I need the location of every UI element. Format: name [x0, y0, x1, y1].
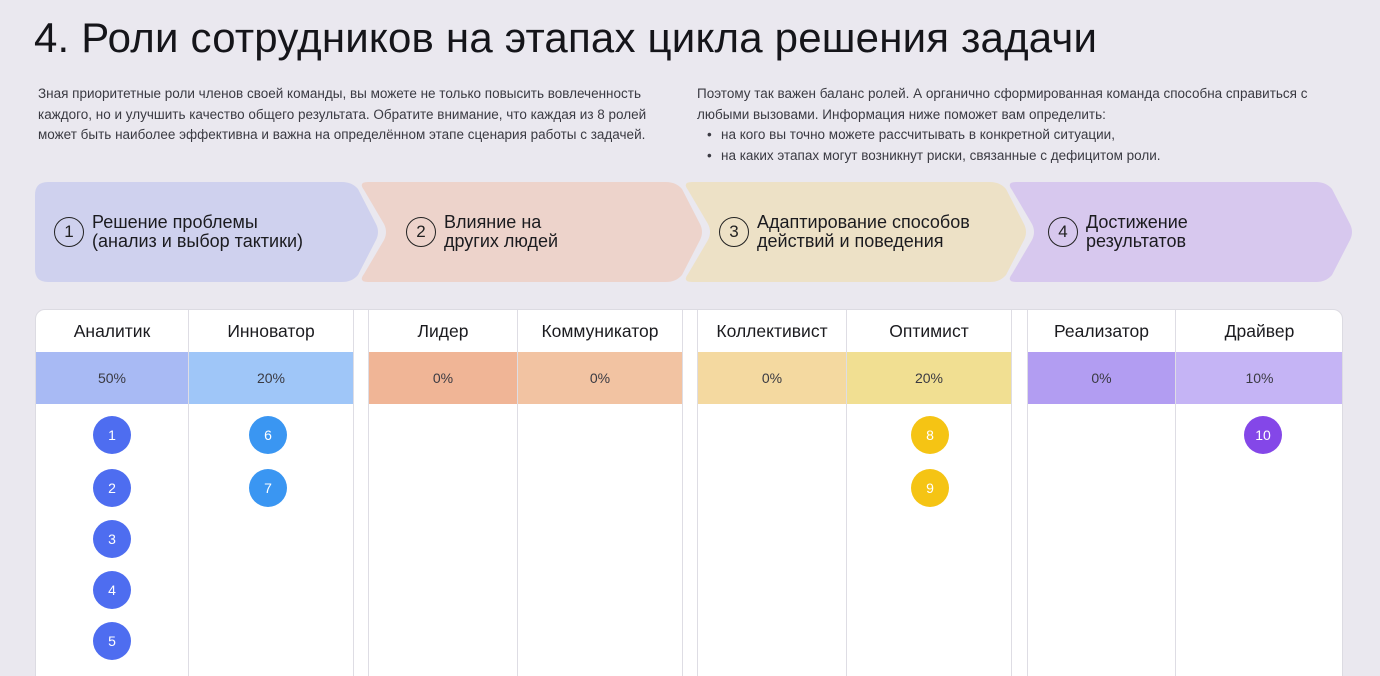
stage-arrow-2 — [361, 182, 702, 282]
stage-number-icon: 4 — [1048, 217, 1078, 247]
role-name: Коммуникатор — [541, 320, 659, 341]
role-percent: 0% — [698, 352, 846, 404]
member-dot: 4 — [93, 571, 131, 609]
stage-4: 4 Достижение результатов — [1048, 182, 1188, 282]
role-percent: 10% — [1176, 352, 1342, 404]
member-dot: 6 — [249, 416, 287, 454]
role-percent: 50% — [36, 352, 188, 404]
stage-number-icon: 2 — [406, 217, 436, 247]
stage-label: Решение проблемы (анализ и выбор тактики… — [92, 212, 304, 251]
role-column-leader: Лидер 0% — [369, 310, 517, 676]
stage-arrow-3 — [685, 182, 1026, 282]
stage-1: 1 Решение проблемы (анализ и выбор такти… — [54, 182, 303, 282]
intro-right-text: Поэтому так важен баланс ролей. А органи… — [697, 86, 1308, 122]
member-dot: 2 — [93, 469, 131, 507]
member-dot: 5 — [93, 622, 131, 660]
role-percent: 20% — [847, 352, 1011, 404]
role-percent: 0% — [369, 352, 517, 404]
stage-number-icon: 1 — [54, 217, 84, 247]
member-dot: 3 — [93, 520, 131, 558]
roles-table: Аналитик 50% Инноватор 20% Лидер 0% Комм… — [35, 309, 1343, 676]
stage-arrows-graphic — [35, 182, 1352, 282]
stage-number-icon: 3 — [719, 217, 749, 247]
member-dot: 8 — [911, 416, 949, 454]
member-dot: 10 — [1244, 416, 1282, 454]
role-name: Оптимист — [889, 320, 969, 341]
role-name: Аналитик — [73, 320, 151, 341]
stage-arrow-1 — [35, 182, 378, 282]
member-dot: 9 — [911, 469, 949, 507]
intro-bullet: на каких этапах могут возникнут риски, с… — [697, 146, 1317, 167]
role-name: Коллективист — [716, 320, 828, 341]
intro-left-text: Зная приоритетные роли членов своей кома… — [38, 86, 647, 142]
role-column-implementer: Реализатор 0% — [1028, 310, 1175, 676]
role-percent: 0% — [518, 352, 682, 404]
page-title: 4. Роли сотрудников на этапах цикла реше… — [34, 14, 1098, 61]
stage-arrows: 1 Решение проблемы (анализ и выбор такти… — [0, 182, 1380, 282]
role-name: Инноватор — [227, 320, 315, 341]
intro-bullet: на кого вы точно можете рассчитывать в к… — [697, 125, 1317, 146]
member-dot: 7 — [249, 469, 287, 507]
role-name: Драйвер — [1224, 320, 1295, 341]
stage-label: Адаптирование способов действий и поведе… — [757, 212, 970, 251]
member-dot: 1 — [93, 416, 131, 454]
stage-label: Достижение результатов — [1086, 212, 1188, 251]
stage-arrow-4 — [1009, 182, 1352, 282]
role-name: Лидер — [417, 320, 469, 341]
role-column-driver: Драйвер 10% — [1176, 310, 1342, 676]
role-name: Реализатор — [1053, 320, 1149, 341]
stage-2: 2 Влияние на других людей — [406, 182, 558, 282]
role-percent: 20% — [189, 352, 353, 404]
intro-right: Поэтому так важен баланс ролей. А органи… — [697, 84, 1317, 166]
role-column-analyst: Аналитик 50% — [36, 310, 188, 676]
stage-3: 3 Адаптирование способов действий и пове… — [719, 182, 970, 282]
role-column-optimist: Оптимист 20% — [847, 310, 1011, 676]
role-column-communicator: Коммуникатор 0% — [518, 310, 682, 676]
stage-label: Влияние на других людей — [444, 212, 559, 251]
role-column-innovator: Инноватор 20% — [189, 310, 353, 676]
role-percent: 0% — [1028, 352, 1175, 404]
role-column-collectivist: Коллективист 0% — [698, 310, 846, 676]
